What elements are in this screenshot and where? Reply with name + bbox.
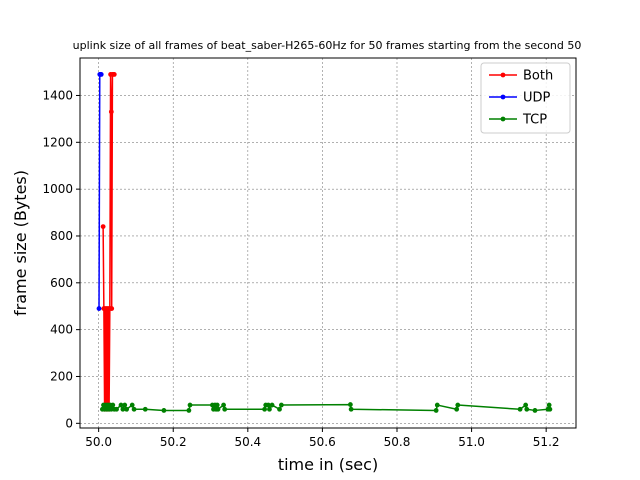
data-point (186, 408, 192, 413)
data-point (454, 406, 460, 412)
legend-label: UDP (523, 91, 551, 106)
legend-item: UDP (489, 91, 551, 106)
data-point (118, 402, 124, 408)
series-udp (96, 71, 104, 311)
x-tick-label: 50.2 (160, 435, 187, 449)
data-point (278, 402, 284, 408)
plot-frame (79, 57, 577, 429)
chart-title: uplink size of all frames of beat_saber-… (73, 39, 582, 52)
data-point (187, 402, 193, 408)
series-layer (96, 71, 553, 413)
data-point (222, 406, 228, 412)
legend-box (480, 62, 571, 134)
data-point (267, 406, 272, 412)
series-tcp (99, 402, 553, 413)
x-tick-label: 50.4 (234, 435, 261, 449)
data-point (120, 406, 126, 412)
data-point (455, 402, 461, 408)
data-point (523, 402, 529, 408)
y-tick-label: 200 (50, 369, 73, 383)
x-tick-label: 51.0 (458, 435, 485, 449)
y-tick-label: 400 (50, 323, 73, 337)
data-point (532, 408, 538, 413)
data-point (110, 402, 116, 408)
legend: Both UDP TCP (480, 62, 571, 134)
data-point (517, 406, 523, 412)
data-point (269, 402, 275, 408)
y-tick-label: 1200 (42, 135, 73, 149)
legend-swatch-marker (500, 72, 506, 78)
data-point (433, 408, 439, 413)
data-point (109, 306, 115, 311)
data-point (124, 406, 130, 412)
grid (80, 58, 576, 428)
x-tick-label: 51.2 (533, 435, 560, 449)
data-point (214, 402, 220, 408)
data-point (142, 406, 148, 412)
series-line (102, 73, 115, 411)
legend-swatch-marker (500, 116, 506, 122)
data-point (348, 406, 354, 412)
data-point (129, 402, 135, 408)
data-point (122, 402, 128, 408)
y-tick-label: 1400 (42, 88, 73, 102)
legend-label: Both (523, 69, 553, 84)
legend-item: Both (489, 69, 553, 84)
data-point (96, 306, 102, 311)
y-axis-ticks: 0 200 400 600 800 1000 1200 1400 (42, 88, 80, 430)
x-axis-ticks: 50.0 50.2 50.4 50.6 50.8 51.0 51.2 (85, 428, 560, 449)
legend-swatch-marker (500, 94, 506, 100)
data-point (161, 408, 167, 413)
data-point (262, 406, 268, 412)
x-tick-label: 50.0 (85, 435, 112, 449)
data-point (98, 71, 104, 77)
data-point (546, 402, 552, 408)
y-tick-label: 600 (50, 276, 73, 290)
data-point (524, 406, 530, 412)
x-axis-label: time in (sec) (278, 455, 378, 474)
y-tick-label: 1000 (42, 182, 73, 196)
data-point (277, 406, 282, 412)
data-point (108, 109, 114, 115)
legend-label: TCP (522, 113, 547, 128)
data-point (111, 71, 117, 77)
data-point (215, 406, 221, 412)
x-tick-label: 50.6 (309, 435, 336, 449)
data-point (347, 402, 353, 407)
y-axis-label: frame size (Bytes) (11, 170, 30, 316)
data-point (547, 406, 553, 412)
data-point (434, 402, 440, 408)
x-tick-label: 50.8 (384, 435, 411, 449)
data-point (221, 402, 226, 408)
y-tick-label: 0 (65, 416, 73, 430)
legend-item: TCP (489, 113, 547, 128)
data-point (114, 406, 119, 412)
y-tick-label: 800 (50, 229, 73, 243)
data-point (265, 402, 271, 408)
data-point (131, 406, 137, 412)
data-point (100, 224, 106, 230)
